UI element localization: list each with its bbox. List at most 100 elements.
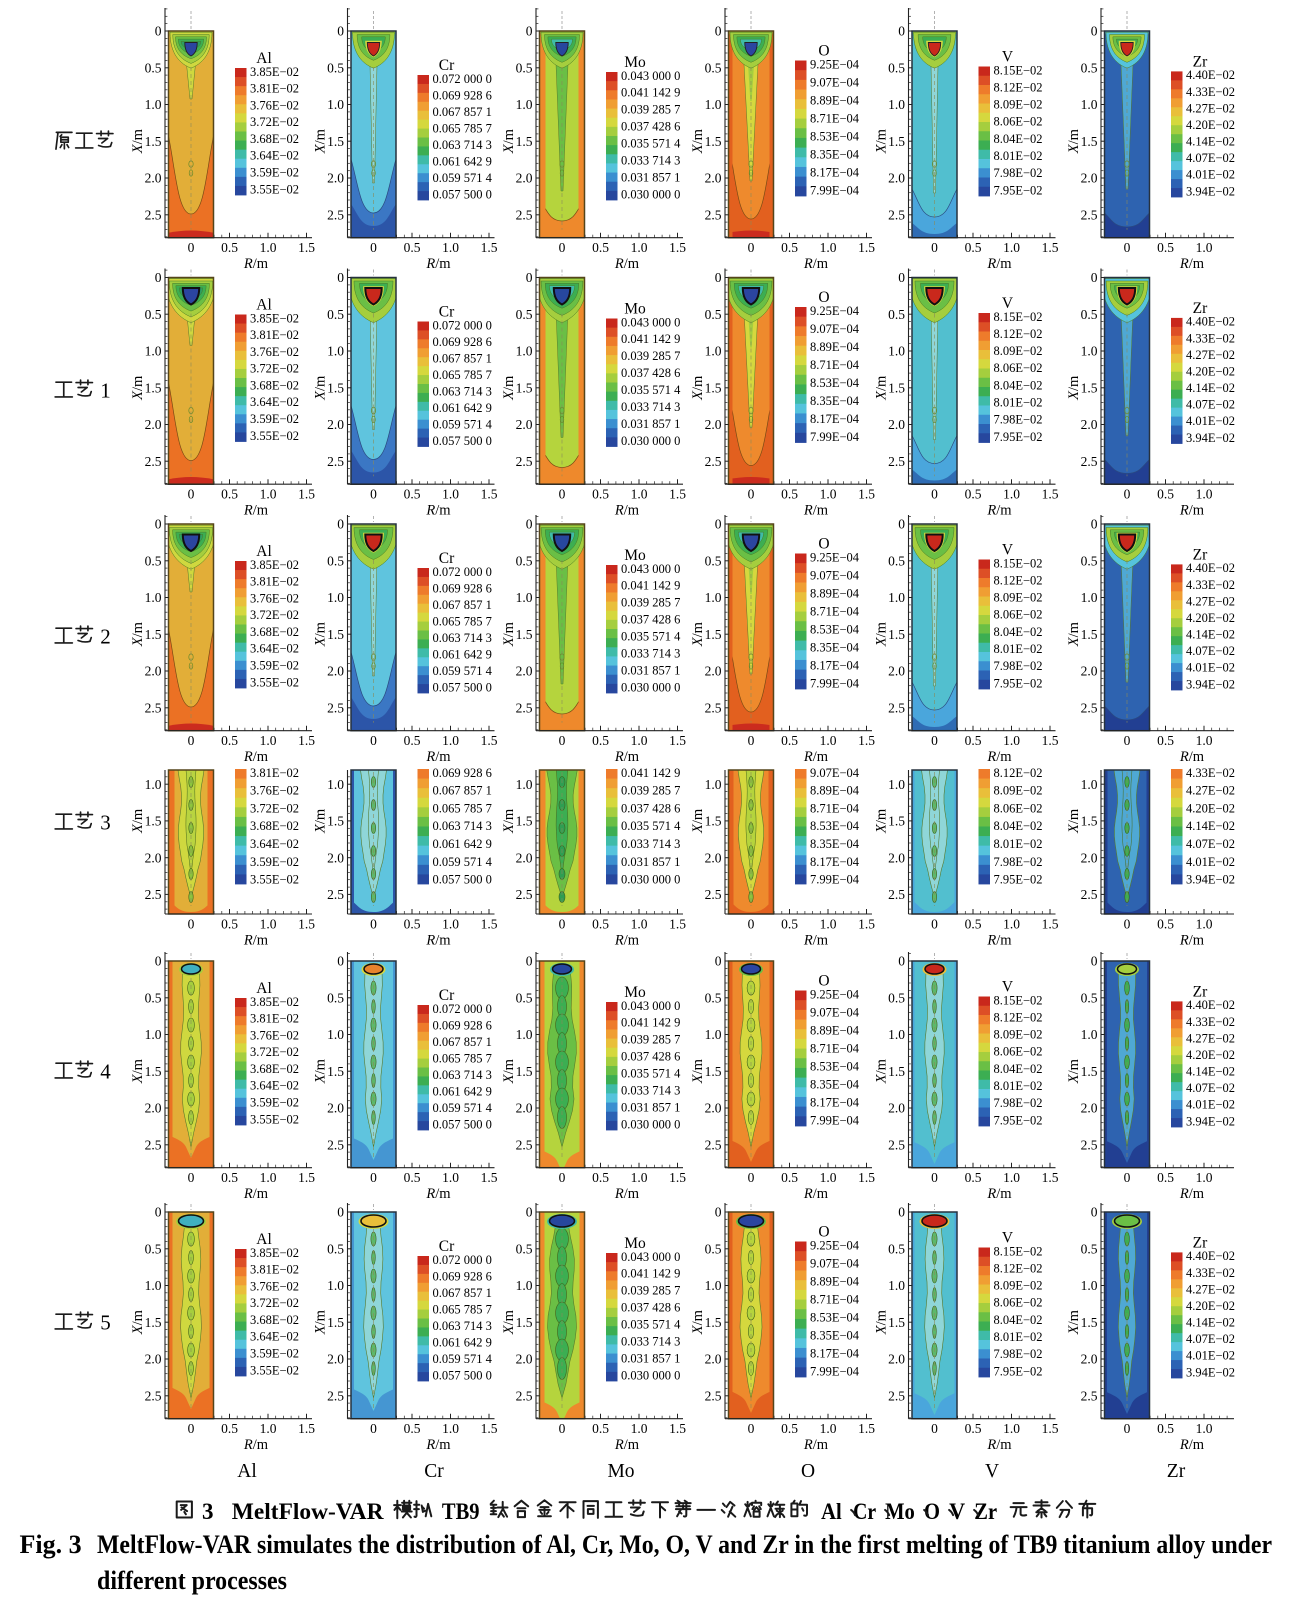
svg-text:4.33E−02: 4.33E−02	[1186, 331, 1235, 345]
svg-text:1.0: 1.0	[1081, 777, 1098, 792]
svg-text:0: 0	[370, 1421, 377, 1436]
svg-text:1.0: 1.0	[705, 590, 722, 605]
svg-text:4.33E−02: 4.33E−02	[1186, 1266, 1235, 1280]
svg-text:8.09E−02: 8.09E−02	[994, 1279, 1043, 1293]
svg-text:0.031 857 1: 0.031 857 1	[621, 1100, 680, 1114]
svg-text:V: V	[949, 1499, 965, 1524]
svg-text:4.01E−02: 4.01E−02	[1186, 1098, 1235, 1112]
svg-text:0.5: 0.5	[327, 990, 344, 1005]
svg-text:0: 0	[188, 1170, 195, 1185]
svg-text:8.71E−04: 8.71E−04	[810, 1292, 860, 1306]
svg-text:2.5: 2.5	[516, 207, 533, 222]
svg-text:1.0: 1.0	[820, 487, 837, 502]
svg-text:1.0: 1.0	[442, 240, 459, 255]
svg-text:1.5: 1.5	[145, 380, 162, 395]
svg-text:8.89E−04: 8.89E−04	[810, 784, 860, 798]
svg-text:3.85E−02: 3.85E−02	[250, 65, 299, 79]
svg-text:8.17E−04: 8.17E−04	[810, 412, 860, 426]
svg-text:X/m: X/m	[501, 375, 517, 401]
svg-text:1.5: 1.5	[1081, 627, 1098, 642]
svg-text:0: 0	[370, 1170, 377, 1185]
svg-text:0.5: 0.5	[145, 1241, 162, 1256]
svg-text:1.5: 1.5	[298, 1421, 315, 1436]
svg-text:4.20E−02: 4.20E−02	[1186, 611, 1235, 625]
svg-text:R/m: R/m	[243, 1437, 269, 1453]
svg-text:0.037 428 6: 0.037 428 6	[621, 120, 680, 134]
svg-text:8.12E−02: 8.12E−02	[994, 573, 1043, 587]
svg-text:Cr: Cr	[439, 57, 455, 74]
svg-text:4.14E−02: 4.14E−02	[1186, 135, 1235, 149]
svg-text:3.64E−02: 3.64E−02	[250, 395, 299, 409]
svg-text:2.5: 2.5	[145, 454, 162, 469]
svg-text:0: 0	[931, 1421, 938, 1436]
svg-text:R/m: R/m	[243, 933, 269, 949]
svg-text:1.0: 1.0	[145, 777, 162, 792]
svg-text:2.5: 2.5	[145, 207, 162, 222]
svg-text:3.85E−02: 3.85E−02	[250, 995, 299, 1009]
svg-text:0.043 000 0: 0.043 000 0	[621, 562, 680, 576]
svg-text:X/m: X/m	[130, 128, 146, 154]
svg-text:3.81E−02: 3.81E−02	[250, 82, 299, 96]
svg-text:R/m: R/m	[614, 503, 640, 519]
svg-text:3.81E−02: 3.81E−02	[250, 575, 299, 589]
svg-text:3: 3	[100, 811, 111, 835]
svg-text:R/m: R/m	[1179, 749, 1205, 765]
svg-text:R/m: R/m	[614, 1186, 640, 1202]
svg-text:1.0: 1.0	[1081, 1027, 1098, 1042]
svg-text:0.030 000 0: 0.030 000 0	[621, 434, 680, 448]
svg-text:8.12E−02: 8.12E−02	[994, 80, 1043, 94]
svg-text:1.5: 1.5	[858, 240, 875, 255]
svg-text:0.5: 0.5	[888, 307, 905, 322]
svg-text:0.057 500 0: 0.057 500 0	[433, 1368, 492, 1382]
svg-text:8.04E−02: 8.04E−02	[994, 1313, 1043, 1327]
svg-text:8.04E−02: 8.04E−02	[994, 819, 1043, 833]
svg-text:0.5: 0.5	[404, 733, 421, 748]
svg-text:0: 0	[1091, 517, 1098, 532]
svg-text:1.5: 1.5	[705, 627, 722, 642]
svg-text:R/m: R/m	[614, 749, 640, 765]
svg-text:1.0: 1.0	[260, 487, 277, 502]
svg-text:0: 0	[715, 24, 722, 39]
svg-text:0.5: 0.5	[592, 1170, 609, 1185]
svg-text:2.0: 2.0	[145, 850, 162, 865]
svg-text:0: 0	[1124, 733, 1131, 748]
svg-text:0.037 428 6: 0.037 428 6	[621, 801, 680, 815]
svg-text:X/m: X/m	[501, 808, 517, 834]
svg-text:8.12E−02: 8.12E−02	[994, 1261, 1043, 1275]
svg-text:1.0: 1.0	[442, 1170, 459, 1185]
svg-text:R/m: R/m	[614, 1437, 640, 1453]
svg-text:1.5: 1.5	[858, 733, 875, 748]
svg-text:4.07E−02: 4.07E−02	[1186, 398, 1235, 412]
svg-text:1.5: 1.5	[1081, 134, 1098, 149]
svg-text:0.5: 0.5	[705, 60, 722, 75]
svg-text:4.33E−02: 4.33E−02	[1186, 1015, 1235, 1029]
svg-text:0: 0	[715, 517, 722, 532]
svg-text:0.5: 0.5	[145, 990, 162, 1005]
svg-text:3.81E−02: 3.81E−02	[250, 766, 299, 780]
svg-text:1.0: 1.0	[705, 1027, 722, 1042]
svg-text:8.09E−02: 8.09E−02	[994, 344, 1043, 358]
svg-text:X/m: X/m	[130, 808, 146, 834]
svg-text:1.0: 1.0	[888, 1027, 905, 1042]
svg-text:4.40E−02: 4.40E−02	[1186, 561, 1235, 575]
svg-text:V: V	[1002, 979, 1014, 996]
svg-text:X/m: X/m	[1066, 375, 1082, 401]
svg-text:0: 0	[188, 240, 195, 255]
svg-text:1.0: 1.0	[516, 777, 533, 792]
svg-text:1.5: 1.5	[481, 733, 498, 748]
svg-text:4.07E−02: 4.07E−02	[1186, 644, 1235, 658]
svg-text:0.5: 0.5	[965, 1421, 982, 1436]
svg-text:0: 0	[337, 517, 344, 532]
svg-text:2.0: 2.0	[327, 1352, 344, 1367]
svg-text:1.0: 1.0	[820, 1170, 837, 1185]
svg-text:8.15E−02: 8.15E−02	[994, 63, 1043, 77]
svg-text:8.17E−04: 8.17E−04	[810, 658, 860, 672]
svg-text:1.5: 1.5	[298, 1170, 315, 1185]
svg-text:3.76E−02: 3.76E−02	[250, 345, 299, 359]
svg-text:3.59E−02: 3.59E−02	[250, 1096, 299, 1110]
svg-text:1.5: 1.5	[1042, 917, 1059, 932]
svg-text:0.065 785 7: 0.065 785 7	[433, 801, 492, 815]
svg-text:3.55E−02: 3.55E−02	[250, 873, 299, 887]
svg-text:1.5: 1.5	[516, 1064, 533, 1079]
svg-text:R/m: R/m	[425, 933, 451, 949]
